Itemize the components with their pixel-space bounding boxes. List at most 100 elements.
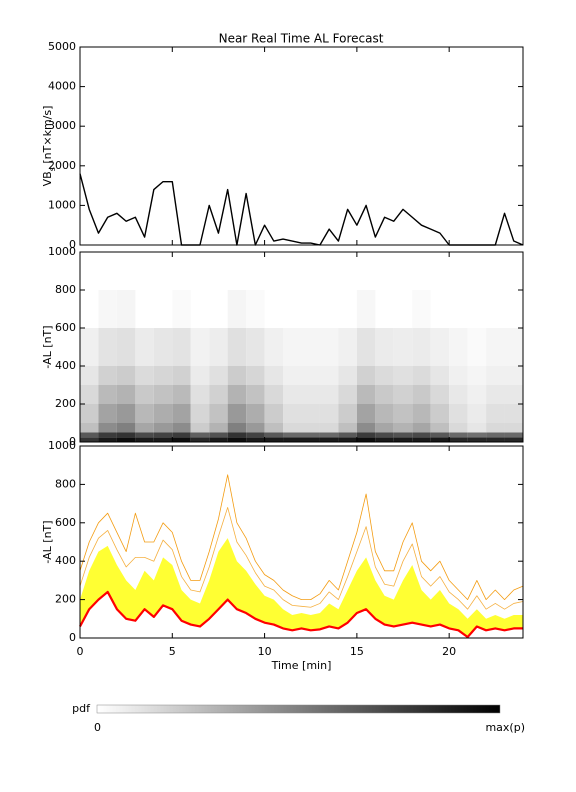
line <box>79 590 523 639</box>
heat-cell <box>172 290 191 328</box>
heat-cell <box>264 366 284 385</box>
y-tick-label: 5000 <box>48 40 76 53</box>
heat-cell <box>301 328 320 366</box>
heat-cell <box>430 328 450 366</box>
heat-cell <box>375 437 394 442</box>
heat-cell <box>80 437 99 442</box>
heat-cell <box>486 328 505 366</box>
heat-cell <box>356 328 376 366</box>
heat-cell <box>246 437 265 442</box>
heat-cell <box>393 366 413 385</box>
y-tick-label: 200 <box>55 397 76 410</box>
heat-cell <box>98 328 117 366</box>
heat-cell <box>504 423 523 433</box>
heat-cell <box>412 366 431 385</box>
heat-cell <box>430 423 450 433</box>
heat-cell <box>227 432 247 438</box>
heat-cell <box>116 404 136 423</box>
heat-cell <box>393 385 413 404</box>
heat-cell <box>467 437 487 442</box>
heat-cell <box>153 432 173 438</box>
heat-cell <box>190 328 210 366</box>
heat-cell <box>98 404 117 423</box>
heat-cell <box>430 432 450 438</box>
heat-cell <box>80 385 99 404</box>
heat-cell <box>227 404 247 423</box>
heat-cell <box>375 404 394 423</box>
heat-cell <box>449 385 468 404</box>
heat-cell <box>246 404 265 423</box>
heat-cell <box>209 404 228 423</box>
heat-cell <box>209 366 228 385</box>
heat-cell <box>98 290 117 328</box>
heat-cell <box>135 437 154 442</box>
heat-cell <box>283 366 302 385</box>
heat-cell <box>504 385 523 404</box>
heat-cell <box>135 366 154 385</box>
heat-cell <box>412 328 431 366</box>
colorbar-min-label: 0 <box>94 721 101 734</box>
heat-cell <box>116 385 136 404</box>
heat-cell <box>227 366 247 385</box>
heat-cell <box>209 432 228 438</box>
heat-cell <box>412 423 431 433</box>
heat-cell <box>486 404 505 423</box>
heat-cell <box>393 437 413 442</box>
heat-cell <box>375 432 394 438</box>
heat-cell <box>504 404 523 423</box>
heat-cell <box>301 423 320 433</box>
heat-cell <box>246 385 265 404</box>
heat-cell <box>319 328 339 366</box>
heat-cell <box>172 366 191 385</box>
heat-cell <box>356 385 376 404</box>
heat-cell <box>356 437 376 442</box>
heat-cell <box>227 385 247 404</box>
heat-cell <box>319 423 339 433</box>
plot-frame <box>79 445 524 639</box>
y-tick-label: 0 <box>69 631 76 644</box>
heat-cell <box>227 290 247 328</box>
y-axis-label: -AL [nT] <box>41 325 54 368</box>
heat-cell <box>301 385 320 404</box>
y-tick-label: 800 <box>55 477 76 490</box>
heat-cell <box>116 290 136 328</box>
heat-cell <box>375 423 394 433</box>
heat-cell <box>449 366 468 385</box>
heat-cell <box>319 432 339 438</box>
heat-cell <box>246 432 265 438</box>
heat-cell <box>135 423 154 433</box>
y-tick-label: 3000 <box>48 119 76 132</box>
y-tick-label: 1000 <box>48 439 76 452</box>
x-axis-label: Time [min] <box>271 659 332 672</box>
heat-cell <box>356 366 376 385</box>
heat-cell <box>80 432 99 438</box>
heat-cell <box>375 385 394 404</box>
heat-cell <box>264 437 284 442</box>
heat-cell <box>504 437 523 442</box>
colorbar-label: pdf <box>72 702 91 715</box>
heat-cell <box>190 432 210 438</box>
heat-cell <box>227 437 247 442</box>
heat-cell <box>393 328 413 366</box>
y-tick-label: 600 <box>55 321 76 334</box>
heat-cell <box>227 423 247 433</box>
heat-cell <box>264 423 284 433</box>
y-tick-label: 400 <box>55 554 76 567</box>
heat-cell <box>264 385 284 404</box>
x-tick-label: 5 <box>169 645 176 658</box>
heat-cell <box>338 437 357 442</box>
heat-cell <box>449 404 468 423</box>
heat-cell <box>98 437 117 442</box>
heat-cell <box>319 404 339 423</box>
heat-cell <box>80 404 99 423</box>
panel: 0 200 400 600 800 1000 0 5 10 15 20 -AL [nT] Time [m… <box>41 439 524 672</box>
heat-cell <box>504 432 523 438</box>
heat-cell <box>246 423 265 433</box>
heat-cell <box>356 290 376 328</box>
heat-cell <box>486 366 505 385</box>
heat-cell <box>283 432 302 438</box>
heat-cell <box>338 423 357 433</box>
heat-cell <box>190 366 210 385</box>
y-axis-label-part: VB <box>41 171 54 186</box>
heat-cell <box>153 437 173 442</box>
